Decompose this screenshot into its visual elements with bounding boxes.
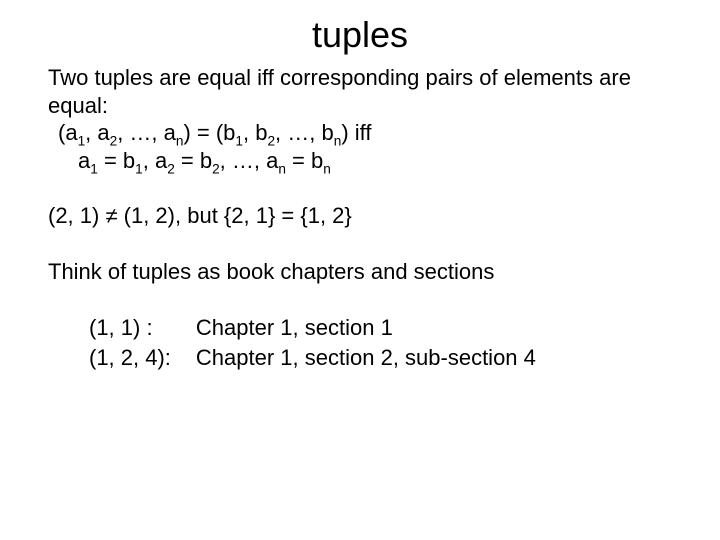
example-key: (1, 2, 4): (88, 343, 195, 373)
slide-body: Two tuples are equal iff corresponding p… (0, 64, 720, 372)
table-row: (1, 2, 4): Chapter 1, section 2, sub-sec… (88, 343, 537, 373)
chapter-examples: (1, 1) : Chapter 1, section 1 (1, 2, 4):… (48, 313, 672, 372)
analogy-line: Think of tuples as book chapters and sec… (48, 258, 672, 286)
examples-table: (1, 1) : Chapter 1, section 1 (1, 2, 4):… (88, 313, 537, 372)
example-key: (1, 1) : (88, 313, 195, 343)
example-value: Chapter 1, section 1 (195, 313, 537, 343)
table-row: (1, 1) : Chapter 1, section 1 (88, 313, 537, 343)
equality-definition: Two tuples are equal iff corresponding p… (48, 64, 672, 174)
def-line-1: Two tuples are equal iff corresponding p… (48, 64, 672, 119)
def-line-3: a1 = b1, a2 = b2, …, an = bn (48, 147, 672, 175)
inequality-example: (2, 1) ≠ (1, 2), but {2, 1} = {1, 2} (48, 202, 672, 230)
example-value: Chapter 1, section 2, sub-section 4 (195, 343, 537, 373)
slide-title: tuples (0, 0, 720, 64)
def-line-2: (a1, a2, …, an) = (b1, b2, …, bn) iff (48, 119, 672, 147)
slide: tuples Two tuples are equal iff correspo… (0, 0, 720, 540)
